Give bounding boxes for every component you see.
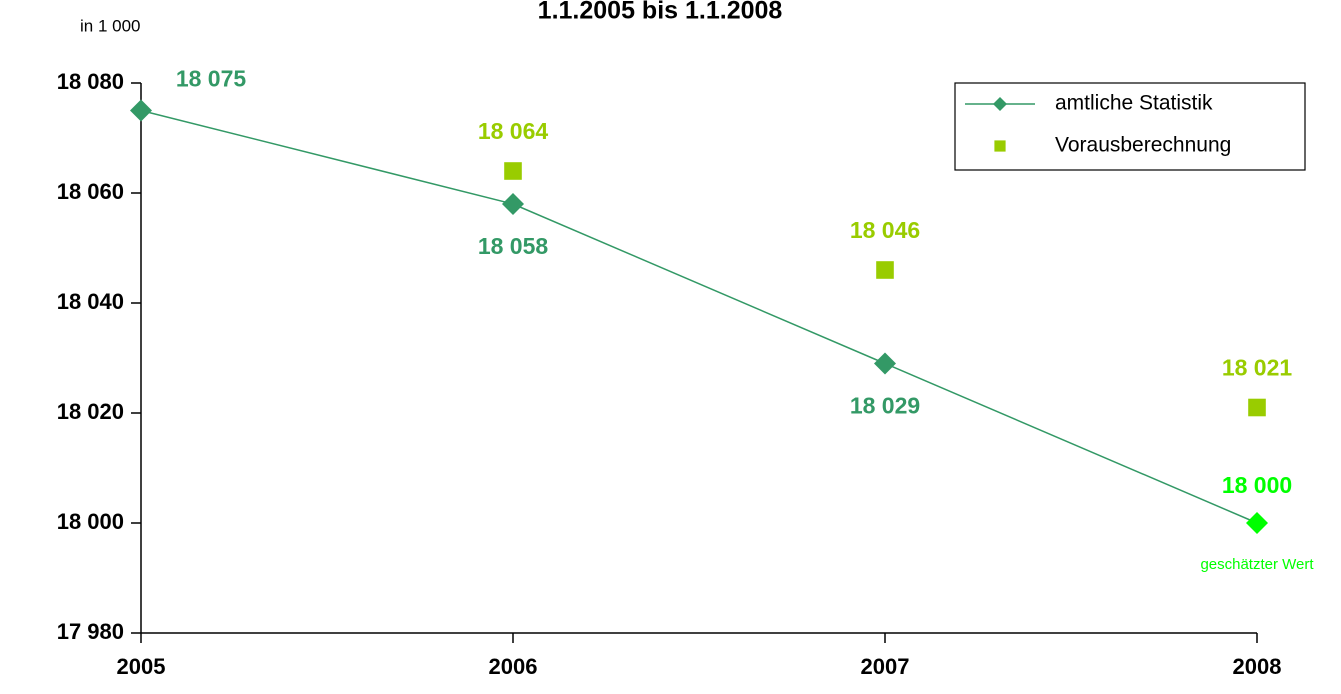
value-label: 18 046 (850, 217, 920, 243)
value-label: 18 058 (478, 233, 549, 259)
value-label: 18 064 (478, 118, 549, 144)
x-tick-label: 2006 (489, 654, 538, 679)
y-tick-label: 18 000 (57, 509, 124, 534)
series-line (140, 109, 1258, 524)
legend-label: amtliche Statistik (1055, 92, 1213, 115)
y-tick-label: 18 060 (57, 179, 124, 204)
legend-label: Vorausberechnung (1055, 134, 1231, 157)
marker (504, 162, 522, 180)
value-label: 18 075 (176, 66, 247, 92)
value-label: 18 021 (1222, 355, 1293, 381)
y-tick-label: 18 040 (57, 289, 124, 314)
marker (502, 193, 524, 215)
y-tick-label: 17 980 (57, 619, 124, 644)
x-tick-label: 2005 (117, 654, 166, 679)
value-label: 18 029 (850, 393, 920, 419)
marker (874, 352, 896, 375)
marker (1246, 512, 1268, 534)
y-tick-label: 18 080 (57, 69, 124, 94)
annotation: geschätzter Wert (1200, 556, 1314, 573)
marker (993, 97, 1007, 111)
x-tick-label: 2008 (1233, 654, 1282, 679)
x-tick-label: 2007 (861, 654, 910, 679)
marker (1248, 398, 1266, 417)
marker (994, 140, 1006, 152)
marker (876, 261, 894, 279)
legend-box (954, 82, 1306, 171)
y-unit-label: in 1 000 (80, 16, 141, 35)
y-tick-label: 18 020 (57, 399, 124, 424)
chart-title: 1.1.2005 bis 1.1.2008 (538, 0, 783, 25)
value-label: 18 000 (1222, 472, 1292, 498)
marker (130, 99, 152, 122)
